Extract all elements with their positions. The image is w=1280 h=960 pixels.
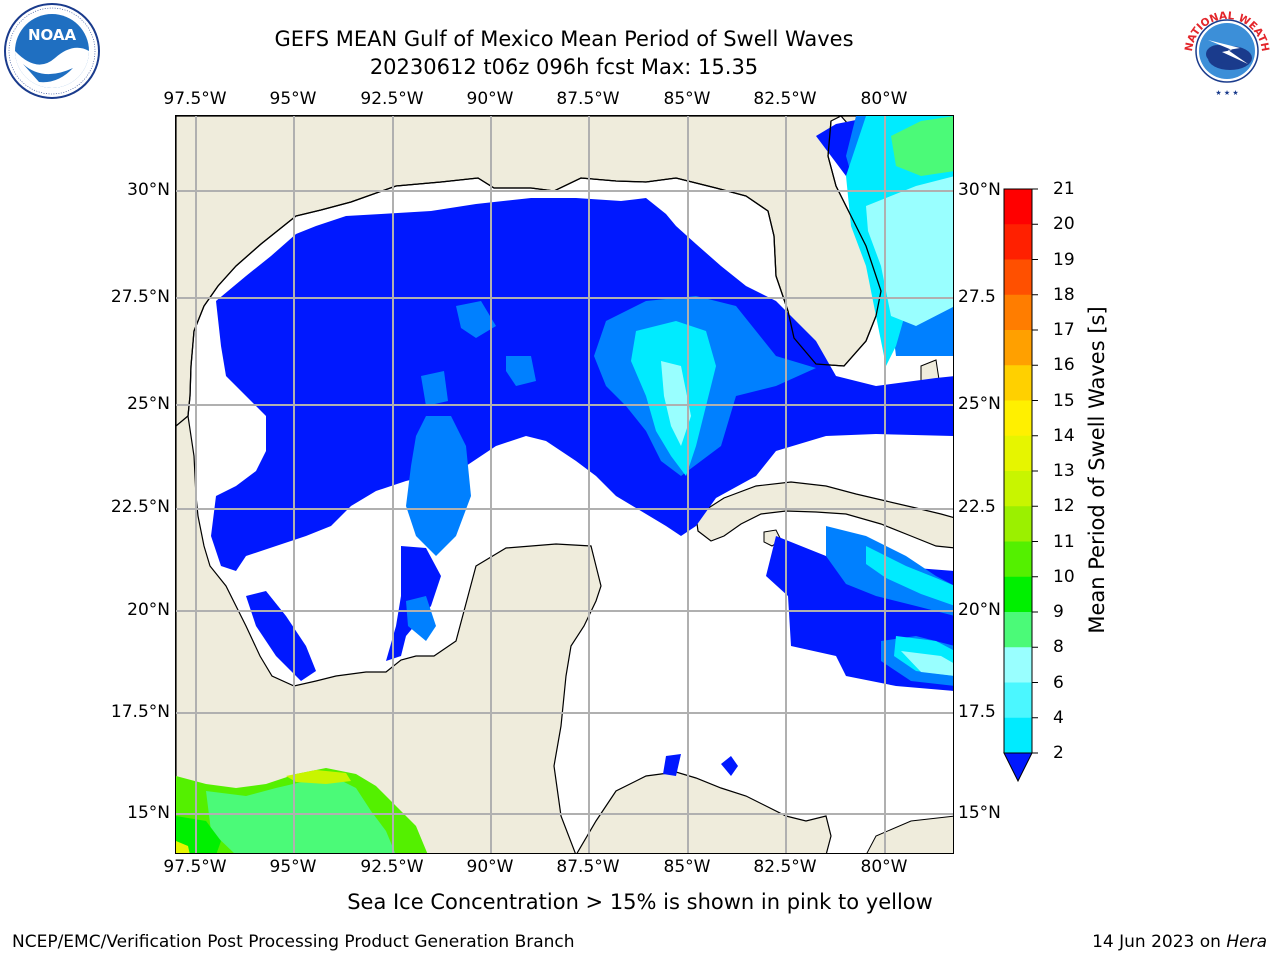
colorbar-tick-label: 21 — [1053, 179, 1075, 199]
colorbar-segment — [1004, 647, 1032, 683]
lon-label-top: 82.5°W — [753, 89, 817, 109]
colorbar-tick-label: 14 — [1053, 425, 1075, 446]
colorbar — [1003, 188, 1038, 783]
footer-date-text: 14 Jun 2023 on — [1092, 932, 1227, 952]
colorbar-tick-label: 17 — [1053, 320, 1075, 340]
footer-credit: NCEP/EMC/Verification Post Processing Pr… — [12, 932, 575, 952]
lon-label-bottom: 95°W — [269, 857, 317, 877]
lon-label-top: 87.5°W — [556, 89, 620, 109]
lat-label-left: 20°N — [127, 600, 170, 620]
colorbar-segment — [1004, 259, 1032, 296]
colorbar-segment — [1004, 330, 1032, 366]
colorbar-tick-label: 15 — [1053, 390, 1075, 411]
colorbar-segment — [1004, 224, 1032, 260]
swell-field-9-10s — [891, 116, 953, 176]
lon-label-bottom: 85°W — [663, 857, 711, 877]
land-central-america — [576, 771, 832, 853]
coastline-gulf — [187, 120, 882, 417]
lon-label-top: 92.5°W — [360, 89, 424, 109]
lat-label-right: 22.5 — [958, 497, 996, 517]
lat-label-left: 30°N — [127, 180, 170, 200]
colorbar-segment — [1004, 189, 1032, 225]
svg-text:★ ★ ★: ★ ★ ★ — [1215, 89, 1238, 97]
swell-field-8-9s — [661, 176, 953, 676]
colorbar-segment — [1004, 576, 1032, 613]
lat-label-left: 25°N — [127, 394, 170, 414]
colorbar-tick-label: 12 — [1053, 496, 1075, 517]
land-bottom-right — [866, 815, 953, 853]
lon-label-bottom: 87.5°W — [556, 857, 620, 877]
land-mexico — [176, 414, 602, 853]
map-panel — [175, 115, 954, 854]
colorbar-tick-label: 16 — [1053, 355, 1075, 376]
lon-label-top: 85°W — [663, 89, 711, 109]
colorbar-segment — [1004, 506, 1032, 542]
lon-label-bottom: 92.5°W — [360, 857, 424, 877]
lon-label-top: 80°W — [860, 89, 908, 109]
colorbar-tick-label: 19 — [1053, 249, 1075, 270]
lon-label-bottom: 80°W — [860, 857, 908, 877]
lon-label-bottom: 90°W — [466, 857, 514, 877]
lat-label-left: 17.5°N — [110, 702, 170, 722]
land-cuba — [695, 481, 953, 549]
lat-label-right: 30°N — [958, 180, 1001, 200]
lat-label-right: 17.5 — [958, 702, 996, 722]
swell-field-pacific — [176, 768, 428, 853]
colorbar-tick-label: 10 — [1053, 566, 1075, 587]
lat-label-right: 27.5 — [958, 287, 996, 307]
graticule — [176, 116, 953, 853]
colorbar-segment — [1004, 612, 1032, 648]
national-weather-service-logo: NATIONAL WEATHER SERVICE ★ ★ ★ — [1174, 0, 1276, 104]
colorbar-tick-label: 18 — [1053, 284, 1075, 305]
colorbar-tick-label: 4 — [1053, 707, 1064, 728]
noaa-logo-text: NOAA — [28, 26, 77, 44]
noaa-logo: NOAA — [3, 2, 101, 104]
colorbar-segment — [1004, 471, 1032, 507]
footer-date: 14 Jun 2023 on Hera — [1092, 932, 1267, 952]
colorbar-segment — [1004, 541, 1032, 578]
lat-label-left: 15°N — [127, 803, 170, 823]
colorbar-tick-label: 8 — [1053, 637, 1064, 658]
colorbar-tick-label: 6 — [1053, 672, 1064, 693]
lon-label-bottom: 97.5°W — [163, 857, 227, 877]
footer-host: Hera — [1226, 932, 1267, 952]
colorbar-title: Mean Period of Swell Waves [s] — [1085, 306, 1109, 634]
lon-label-top: 90°W — [466, 89, 514, 109]
colorbar-segment — [1004, 365, 1032, 401]
colorbar-segment — [1004, 435, 1032, 472]
lon-label-bottom: 82.5°W — [753, 857, 817, 877]
colorbar-tick-label: 20 — [1053, 214, 1075, 235]
lat-label-left: 27.5°N — [110, 287, 170, 307]
chart-title: GEFS MEAN Gulf of Mexico Mean Period of … — [274, 27, 854, 51]
colorbar-tick-label: 11 — [1053, 531, 1075, 552]
colorbar-segment — [1004, 682, 1032, 719]
colorbar-segment — [1004, 717, 1032, 754]
colorbar-tick-label: 9 — [1053, 602, 1064, 622]
lat-label-right: 20°N — [958, 600, 1001, 620]
lon-label-top: 97.5°W — [163, 89, 227, 109]
sea-ice-caption: Sea Ice Concentration > 15% is shown in … — [347, 890, 933, 914]
chart-subtitle: 20230612 t06z 096h fcst Max: 15.35 — [369, 55, 759, 79]
lat-label-right: 15°N — [958, 803, 1001, 823]
lon-label-top: 95°W — [269, 89, 317, 109]
lat-label-right: 25°N — [958, 394, 1001, 414]
colorbar-tick-label: 13 — [1053, 461, 1075, 481]
colorbar-segment — [1004, 400, 1032, 437]
colorbar-extend-triangle — [1003, 752, 1033, 783]
gulf-of-mexico-map — [176, 116, 953, 853]
colorbar-tick-label: 2 — [1053, 743, 1064, 763]
lat-label-left: 22.5°N — [110, 497, 170, 517]
colorbar-segment — [1004, 294, 1032, 331]
